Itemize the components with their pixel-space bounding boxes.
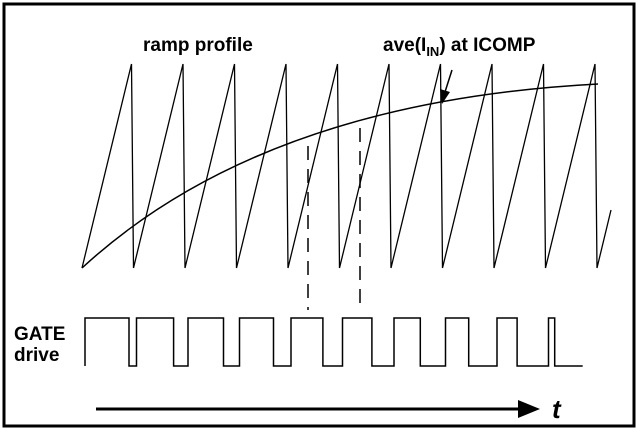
gate-drive-waveform [84, 317, 583, 367]
drive-label: drive [14, 345, 59, 366]
ramp-profile-label: ramp profile [143, 35, 253, 56]
average-current-curve [81, 83, 599, 269]
pointer-arrow-shaft [444, 69, 453, 93]
ramp-waveform [81, 63, 612, 269]
average-current-label: ave(IIN) at ICOMP [383, 35, 536, 59]
pointer-arrow-head [440, 89, 450, 104]
gate-label: GATE [14, 324, 65, 345]
time-axis-label: t [552, 394, 562, 424]
time-arrow-head [518, 400, 540, 418]
